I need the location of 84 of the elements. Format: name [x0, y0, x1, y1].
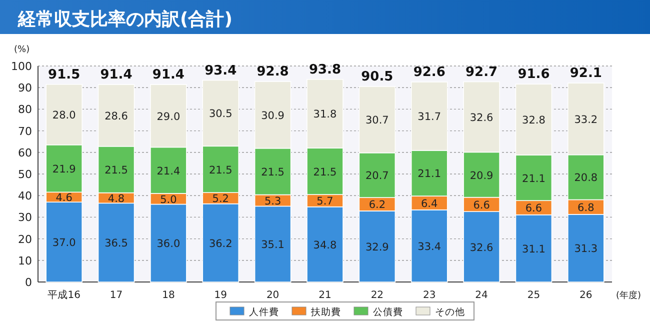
total-label: 92.1 — [570, 66, 602, 82]
data-label: 21.5 — [104, 164, 128, 177]
data-label: 5.0 — [160, 194, 177, 206]
legend-label: 公債費 — [373, 306, 403, 318]
data-label: 6.8 — [578, 202, 594, 214]
data-label: 20.8 — [574, 172, 598, 184]
x-tick-label: 25 — [527, 290, 540, 301]
data-label: 33.4 — [418, 240, 442, 253]
x-tick-label: 21 — [318, 290, 332, 301]
y-tick-label: 90 — [18, 82, 32, 95]
total-label: 92.8 — [256, 64, 289, 80]
total-label: 91.4 — [100, 68, 132, 83]
y-tick-label: 50 — [18, 168, 32, 181]
total-label: 93.8 — [308, 62, 342, 78]
data-label: 4.6 — [56, 192, 73, 204]
x-axis-title: (年度) — [616, 290, 642, 301]
data-label: 30.5 — [208, 108, 232, 120]
data-label: 36.0 — [156, 238, 180, 250]
total-label: 91.4 — [152, 68, 184, 83]
data-label: 21.5 — [313, 166, 337, 178]
data-label: 33.2 — [574, 114, 598, 126]
data-label: 5.3 — [264, 195, 282, 208]
data-label: 32.6 — [470, 112, 494, 124]
x-tick-label: 26 — [580, 290, 592, 301]
x-tick-label: 22 — [370, 290, 384, 301]
data-label: 20.7 — [365, 170, 389, 182]
data-label: 5.2 — [212, 193, 229, 206]
data-label: 21.5 — [261, 166, 285, 179]
legend-label: 人件費 — [249, 306, 279, 318]
data-label: 6.2 — [368, 199, 386, 212]
data-label: 29.0 — [156, 110, 180, 123]
total-label: 92.6 — [413, 64, 446, 80]
data-label: 21.4 — [156, 165, 180, 178]
legend-label: その他 — [435, 306, 465, 318]
y-tick-label: 40 — [18, 190, 32, 203]
total-label: 93.4 — [204, 63, 237, 78]
data-label: 37.0 — [52, 237, 76, 250]
data-label: 6.6 — [473, 199, 490, 212]
data-label: 34.8 — [313, 239, 337, 252]
data-label: 5.7 — [316, 196, 334, 208]
data-label: 28.6 — [104, 110, 128, 122]
y-tick-label: 60 — [18, 146, 32, 160]
total-label: 91.5 — [48, 67, 80, 82]
data-label: 21.1 — [522, 172, 546, 185]
data-label: 31.8 — [313, 108, 337, 121]
data-label: 30.7 — [365, 114, 389, 127]
data-label: 30.9 — [261, 110, 285, 122]
y-tick-label: 70 — [18, 124, 32, 138]
data-label: 31.7 — [418, 111, 442, 124]
x-tick-label: 20 — [266, 290, 280, 301]
data-label: 35.1 — [261, 239, 285, 252]
y-tick-label: 80 — [18, 103, 32, 116]
x-tick-label: 24 — [475, 290, 488, 301]
x-tick-label: 18 — [162, 290, 175, 301]
data-label: 36.5 — [104, 238, 128, 250]
data-label: 32.9 — [365, 241, 389, 254]
data-label: 6.4 — [421, 198, 438, 210]
total-label: 90.5 — [361, 70, 394, 85]
data-label: 6.6 — [525, 202, 542, 215]
y-tick-label: 20 — [18, 232, 32, 246]
data-label: 21.1 — [418, 168, 442, 180]
x-tick-label: 17 — [110, 290, 123, 301]
legend-label: 扶助費 — [310, 306, 341, 318]
data-label: 21.9 — [52, 163, 76, 176]
data-label: 36.2 — [208, 238, 232, 250]
data-label: 21.5 — [208, 164, 232, 176]
x-tick-label: 23 — [422, 290, 436, 301]
y-axis-title: (%) — [14, 45, 30, 55]
data-label: 32.6 — [470, 242, 494, 254]
chart-title: 経常収支比率の内訳(合計) — [17, 9, 232, 30]
data-label: 31.3 — [574, 243, 598, 256]
data-label: 20.9 — [470, 170, 494, 182]
y-tick-label: 0 — [25, 276, 32, 289]
data-label: 31.1 — [522, 243, 546, 256]
x-tick-label: 平成16 — [48, 289, 80, 301]
y-tick-label: 100 — [11, 60, 32, 73]
y-tick-label: 30 — [18, 211, 32, 224]
data-label: 28.0 — [52, 110, 76, 122]
total-label: 91.6 — [518, 67, 550, 82]
data-label: 4.8 — [108, 192, 125, 205]
data-label: 32.8 — [522, 114, 546, 127]
total-label: 92.7 — [466, 64, 498, 80]
x-tick-label: 19 — [214, 290, 228, 301]
y-tick-label: 10 — [18, 254, 32, 268]
